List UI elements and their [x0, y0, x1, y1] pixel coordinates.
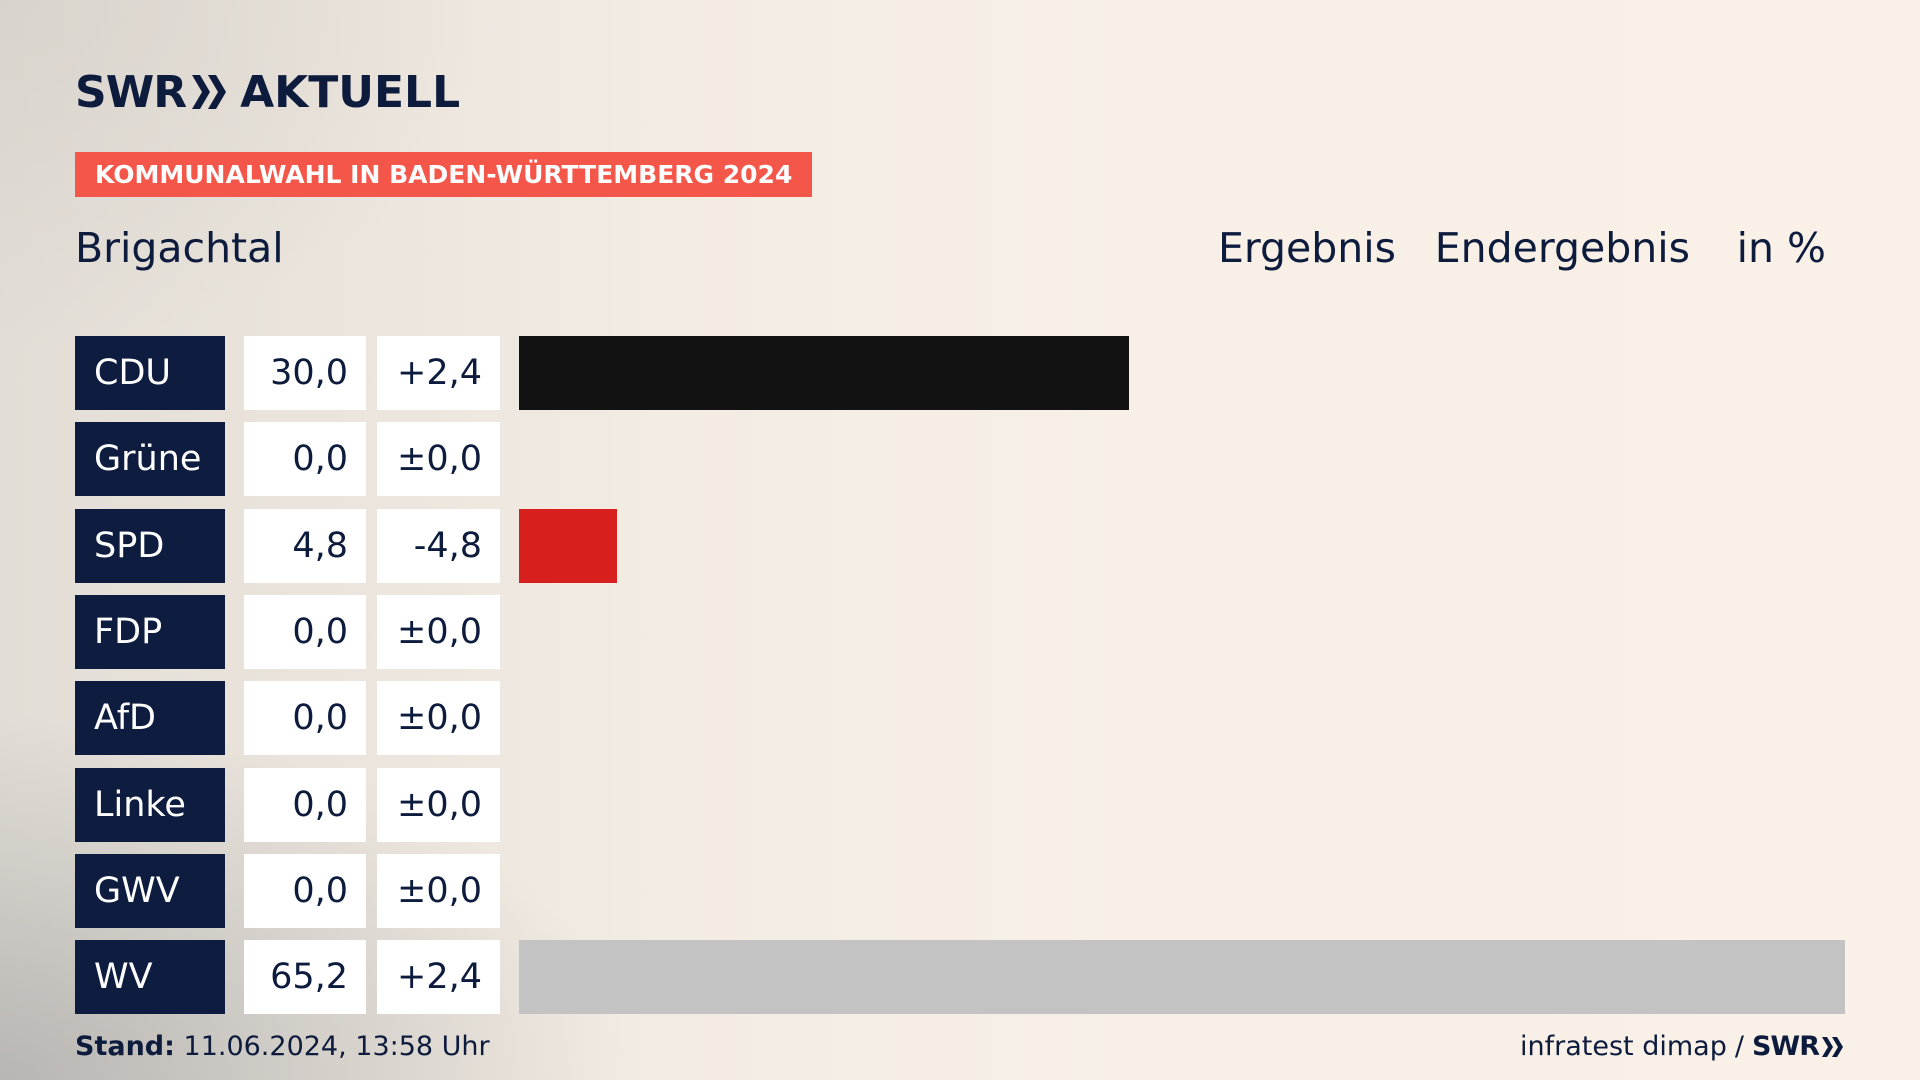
result-value: 0,0 [244, 594, 366, 669]
footer-source: infratest dimap / SWR [1520, 1030, 1844, 1064]
result-bar-spd [519, 508, 617, 583]
election-banner: KOMMUNALWAHL IN BADEN-WÜRTTEMBERG 2024 [75, 152, 813, 197]
result-row-wv: WV 65,2 +2,4 [75, 940, 1845, 1015]
double-chevron-icon [192, 75, 228, 109]
stand-label: Stand: [75, 1031, 175, 1062]
result-row-grüne: Grüne 0,0 ±0,0 [75, 422, 1845, 497]
party-label: AfD [75, 681, 225, 756]
result-value: 0,0 [244, 767, 366, 842]
result-diff: ±0,0 [377, 594, 500, 669]
result-value: 0,0 [244, 422, 366, 497]
result-row-spd: SPD 4,8 -4,8 [75, 508, 1845, 583]
result-bar-wv [519, 940, 1845, 1015]
result-value: 4,8 [244, 508, 366, 583]
result-row-fdp: FDP 0,0 ±0,0 [75, 594, 1845, 669]
footer-timestamp: Stand: 11.06.2024, 13:58 Uhr [75, 1030, 490, 1064]
party-label: CDU [75, 336, 225, 410]
result-row-cdu: CDU 30,0 +2,4 [75, 336, 1845, 410]
result-row-afd: AfD 0,0 ±0,0 [75, 681, 1845, 756]
source-separator: / [1734, 1031, 1744, 1062]
result-value: 0,0 [244, 681, 366, 756]
column-header-result: Ergebnis [1217, 224, 1396, 272]
result-row-linke: Linke 0,0 ±0,0 [75, 767, 1845, 842]
result-diff: ±0,0 [377, 681, 500, 756]
party-label: SPD [75, 508, 225, 583]
stand-value: 11.06.2024, 13:58 Uhr [183, 1031, 490, 1062]
result-diff: ±0,0 [377, 767, 500, 842]
party-label: GWV [75, 853, 225, 928]
source-brand: SWR [1751, 1031, 1820, 1062]
logo-product: AKTUELL [240, 66, 461, 118]
swr-aktuell-logo: SWR AKTUELL [75, 66, 461, 118]
column-header-unit: in % [1736, 224, 1826, 272]
party-label: Linke [75, 767, 225, 842]
party-label: WV [75, 940, 225, 1015]
result-row-gwv: GWV 0,0 ±0,0 [75, 853, 1845, 928]
result-diff: +2,4 [377, 336, 500, 410]
result-diff: ±0,0 [377, 853, 500, 928]
result-value: 65,2 [244, 940, 366, 1015]
source-name: infratest dimap [1520, 1031, 1727, 1062]
result-diff: +2,4 [377, 940, 500, 1015]
double-chevron-small-icon [1822, 1037, 1844, 1057]
result-diff: -4,8 [377, 508, 500, 583]
result-value: 0,0 [244, 853, 366, 928]
party-label: Grüne [75, 422, 225, 497]
logo-brand: SWR [75, 66, 187, 118]
column-header-status: Endergebnis [1434, 224, 1690, 272]
place-title: Brigachtal [75, 224, 284, 272]
result-diff: ±0,0 [377, 422, 500, 497]
party-label: FDP [75, 594, 225, 669]
result-value: 30,0 [244, 336, 366, 410]
result-bar-cdu [519, 336, 1130, 410]
